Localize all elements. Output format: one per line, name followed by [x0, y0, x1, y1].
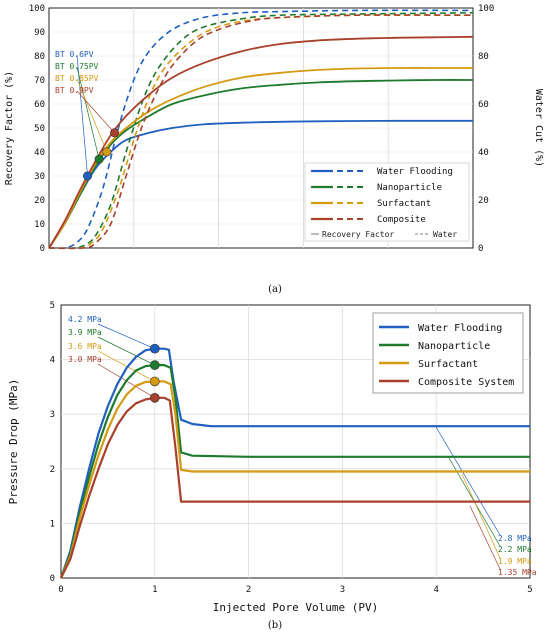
water-cut-line — [48, 12, 474, 249]
panel-a-recovery-chart: 0 10 20 30 40 50 60 70 80 90 100 0 20 40 60 80 100 BT 0… — [4, 4, 544, 295]
x-tick-label: 2 — [246, 585, 251, 595]
peak-value-label: 3.6 MPa — [68, 342, 102, 351]
panel-b-pressure-chart: 0 1 2 3 4 5 0 1 2 3 4 5 4.2 MPa 2.8 MPa 3.9 MPa 2.2 M… — [7, 301, 537, 631]
peak-leader-line — [97, 336, 155, 366]
y-tick-label: 0 — [50, 574, 55, 584]
end-leader-line — [469, 505, 501, 570]
x-tick-label: 4 — [433, 585, 438, 595]
end-leader-line — [461, 473, 501, 559]
pressure-line — [59, 380, 530, 579]
legend-entry-label: Surfactant — [418, 359, 478, 370]
y-tick-label: 4 — [50, 356, 55, 366]
y-tick-label: 0 — [40, 244, 45, 254]
y-tick-label: 30 — [34, 172, 45, 182]
legend-entry-label: Composite System — [418, 377, 514, 388]
peak-point — [150, 360, 160, 370]
y-tick-label: 50 — [34, 124, 45, 134]
panel-b-x-axis-label: Injected Pore Volume (PV) — [213, 601, 379, 614]
peak-value-label: 3.0 MPa — [68, 355, 102, 364]
panel-b-frame — [60, 304, 531, 579]
panel-b-annotations: 4.2 MPa 2.8 MPa 3.9 MPa 2.2 MPa 3.6 MPa 1.9 M… — [68, 315, 537, 577]
panel-b-caption: (b) — [268, 620, 282, 631]
legend-entry-label: Water Flooding — [377, 167, 453, 177]
peak-leader-line — [97, 350, 155, 382]
legend-entry-label: Nanoparticle — [418, 341, 490, 352]
breakthrough-label: BT 0.9PV — [55, 86, 94, 95]
breakthrough-leader-line — [76, 90, 115, 134]
panel-a-y2-axis-label: Water Cut (%) — [533, 89, 544, 167]
panel-b-series — [59, 347, 530, 579]
panel-b-x-ticks: 0 1 2 3 4 5 — [58, 585, 532, 595]
water-cut-line — [48, 9, 474, 250]
panel-b-y-ticks: 0 1 2 3 4 5 — [50, 301, 55, 584]
water-cut-line — [48, 14, 474, 250]
y-tick-label: 80 — [34, 52, 45, 62]
y-tick-label: 1 — [50, 519, 55, 529]
y-tick-label: 2 — [50, 465, 55, 475]
x-tick-label: 0 — [58, 585, 63, 595]
breakthrough-label: BT 0.6PV — [55, 50, 94, 59]
y-tick-label: 40 — [34, 148, 45, 158]
y-tick-label: 5 — [50, 301, 55, 311]
y2-tick-label: 80 — [478, 52, 489, 62]
breakthrough-label: BT 0.75PV — [55, 62, 99, 71]
breakthrough-leader-line — [76, 66, 100, 160]
peak-value-label: 4.2 MPa — [68, 315, 102, 324]
panel-b-y-axis-label: Pressure Drop (MPa) — [7, 379, 20, 505]
panel-b-peak-markers — [150, 343, 160, 403]
end-value-label: 1.35 MPa — [498, 568, 537, 577]
end-leader-line — [435, 426, 501, 536]
legend-entry-label: Surfactant — [377, 199, 431, 209]
end-value-label: 2.8 MPa — [498, 534, 532, 543]
panel-a-caption: (a) — [268, 284, 282, 295]
y2-tick-label: 20 — [478, 196, 489, 206]
legend-entry-label: Water Flooding — [418, 323, 502, 334]
panel-a-y2-ticks: 0 20 40 60 80 100 — [478, 4, 494, 254]
legend-style-dashed-label: Water — [433, 230, 457, 239]
x-tick-label: 1 — [152, 585, 157, 595]
legend-entry-label: Composite — [377, 215, 426, 225]
y2-tick-label: 60 — [478, 100, 489, 110]
peak-value-label: 3.9 MPa — [68, 328, 102, 337]
y2-tick-label: 100 — [478, 4, 494, 14]
breakthrough-point — [83, 171, 93, 181]
pressure-line — [59, 364, 530, 579]
y-tick-label: 10 — [34, 220, 45, 230]
y-tick-label: 20 — [34, 196, 45, 206]
peak-point — [150, 393, 160, 403]
panel-b-grid — [61, 305, 530, 578]
pressure-line — [60, 396, 530, 579]
legend-style-solid-label: Recovery Factor — [322, 230, 394, 239]
peak-point — [150, 343, 160, 354]
end-value-label: 1.9 MPa — [498, 557, 532, 566]
y-tick-label: 60 — [34, 100, 45, 110]
x-tick-label: 5 — [527, 585, 532, 595]
panel-b-legend: Water Flooding Nanoparticle Surfactant Comp… — [372, 312, 524, 394]
y-tick-label: 70 — [34, 76, 45, 86]
peak-leader-line — [97, 323, 155, 350]
panel-a-breakthrough-markers: BT 0.6PV BT 0.75PV BT 0.85PV BT 0.9PV — [55, 50, 120, 181]
y-tick-label: 90 — [34, 28, 45, 38]
legend-entry-label: Nanoparticle — [377, 183, 442, 193]
breakthrough-label: BT 0.85PV — [55, 74, 99, 83]
end-value-label: 2.2 MPa — [498, 545, 532, 554]
x-tick-label: 3 — [340, 585, 345, 595]
breakthrough-leader-line — [76, 78, 108, 153]
y2-tick-label: 0 — [478, 244, 483, 254]
y-tick-label: 3 — [50, 410, 55, 420]
breakthrough-point — [110, 128, 120, 138]
panel-a-legend: Water Flooding Nanoparticle Surfactant Comp… — [304, 162, 470, 242]
y2-tick-label: 40 — [478, 148, 489, 158]
panel-a-y-axis-label: Recovery Factor (%) — [4, 71, 15, 185]
breakthrough-point — [94, 154, 104, 164]
pressure-line — [59, 347, 530, 579]
peak-point — [150, 376, 160, 387]
y-tick-label: 100 — [29, 4, 45, 14]
breakthrough-point — [102, 147, 112, 157]
panel-a-y-ticks: 0 10 20 30 40 50 60 70 80 90 100 — [29, 4, 45, 254]
